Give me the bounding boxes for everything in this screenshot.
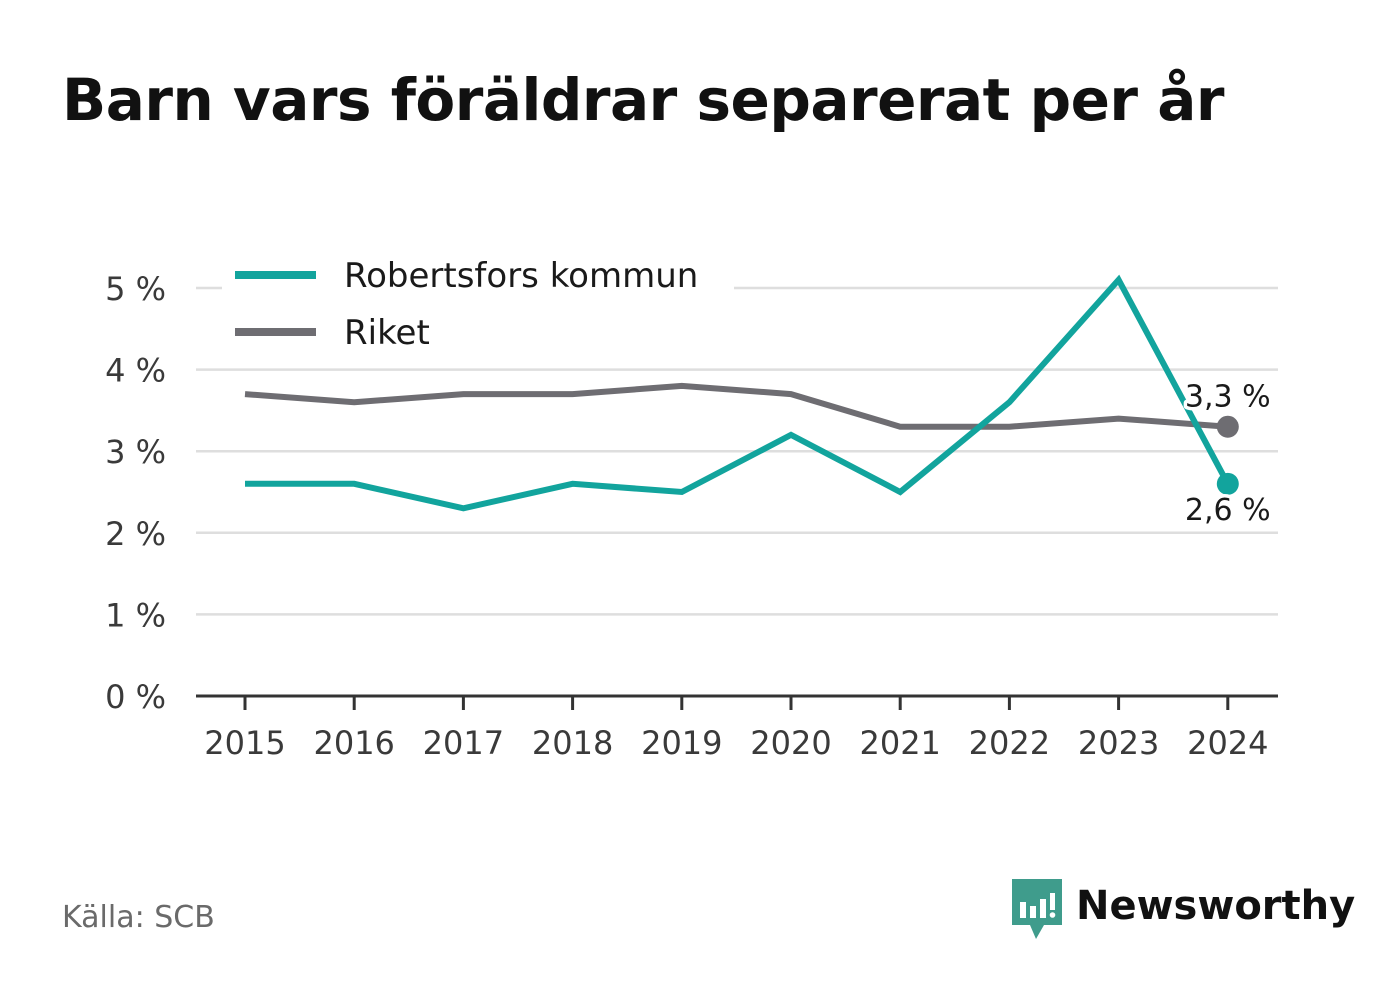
newsworthy-chat-chart-icon [1012, 879, 1062, 939]
series-lines [244, 274, 1239, 512]
x-tick-label: 2017 [423, 724, 504, 762]
x-tick-label: 2019 [641, 724, 722, 762]
x-tick-label: 2020 [750, 724, 831, 762]
x-tick-label: 2015 [204, 724, 285, 762]
legend-label: Robertsfors kommun [344, 256, 698, 296]
legend-background [222, 248, 734, 360]
newsworthy-logo: Newsworthy [1012, 878, 1355, 942]
legend-label: Riket [344, 313, 430, 353]
end-value-label-halo: 3,3 % [1185, 380, 1271, 415]
end-value-label: 2,6 % [1185, 493, 1271, 528]
axes: 0 % 1 % 2 % 3 % 4 % 5 % 2015 2016 2017 2018 2019 20… [105, 270, 1278, 762]
series-end-point [1216, 415, 1239, 438]
y-tick-label: 2 % [105, 515, 166, 553]
y-tick-label: 3 % [105, 433, 166, 471]
series-end-point [1216, 472, 1239, 495]
x-tick-label: 2024 [1187, 724, 1268, 762]
end-labels: 2,6 %2,6 %3,3 %3,3 % [1181, 376, 1274, 531]
legend: Robertsfors kommun Riket [222, 248, 734, 360]
source-text: Källa: SCB [62, 900, 215, 935]
y-tick-label: 5 % [105, 270, 166, 308]
end-value-label-halo: 2,6 % [1185, 493, 1271, 528]
x-tick-label: 2016 [313, 724, 394, 762]
x-tick-label: 2021 [859, 724, 940, 762]
chart-title: Barn vars föräldrar separerat per år [62, 66, 1224, 134]
x-tick-label: 2023 [1078, 724, 1159, 762]
y-tick-label: 0 % [105, 678, 166, 716]
series-line [245, 274, 1231, 512]
brand-name: Newsworthy [1076, 883, 1356, 929]
x-tick-label: 2018 [532, 724, 613, 762]
x-tick-label: 2022 [969, 724, 1050, 762]
y-tick-label: 1 % [105, 596, 166, 634]
series-line [244, 382, 1229, 430]
y-tick-label: 4 % [105, 352, 166, 390]
end-value-label: 3,3 % [1185, 380, 1271, 415]
gridlines [196, 286, 1278, 616]
